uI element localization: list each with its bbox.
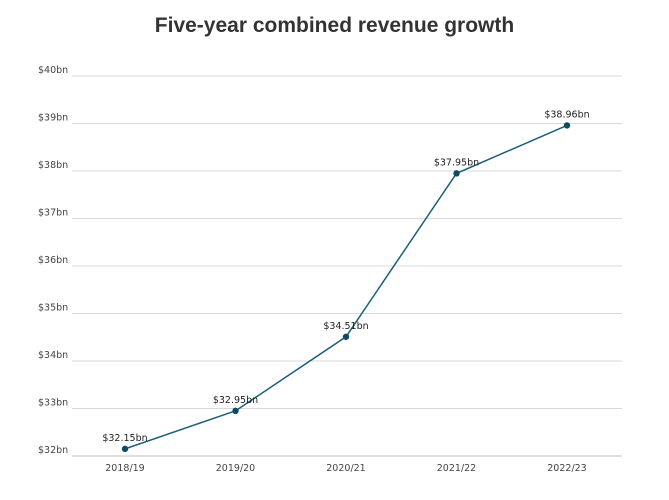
y-tick-label: $35bn — [38, 303, 68, 314]
x-tick-label: 2022/23 — [547, 463, 586, 474]
data-label: $32.15bn — [102, 433, 147, 444]
data-labels: $32.15bn $32.95bn $34.51bn $37.95bn $38.96bn — [102, 109, 589, 443]
y-tick-label: $40bn — [38, 65, 68, 76]
y-tick-label: $33bn — [38, 398, 68, 409]
y-tick-label: $36bn — [38, 255, 68, 266]
y-tick-label: $37bn — [38, 208, 68, 219]
grid-lines — [72, 75, 622, 457]
y-tick-label: $34bn — [38, 350, 68, 361]
y-tick-label: $32bn — [38, 445, 68, 456]
data-label: $37.95bn — [434, 157, 479, 168]
x-tick-label: 2020/21 — [326, 463, 365, 474]
data-point — [232, 407, 239, 415]
data-points — [121, 122, 571, 453]
data-point — [342, 333, 350, 340]
y-tick-label: $39bn — [38, 113, 68, 124]
chart-title: Five-year combined revenue growth — [154, 14, 515, 37]
data-label: $32.95bn — [213, 395, 258, 406]
data-point — [563, 122, 571, 129]
y-axis-tick-labels: $32bn $33bn $34bn $35bn $36bn $37bn $38bn $39bn… — [38, 65, 68, 456]
data-point — [121, 445, 129, 453]
x-tick-label: 2021/22 — [437, 463, 476, 474]
data-point — [453, 170, 460, 177]
series-layer — [124, 124, 568, 450]
data-label: $38.96bn — [544, 109, 589, 120]
data-label: $34.51bn — [323, 321, 368, 332]
x-tick-label: 2019/20 — [216, 463, 255, 474]
y-tick-label: $38bn — [38, 160, 68, 171]
series-line — [124, 124, 568, 450]
x-axis-tick-labels: 2018/19 2019/20 2020/21 2021/22 2022/23 — [105, 463, 586, 474]
x-tick-label: 2018/19 — [105, 463, 144, 474]
